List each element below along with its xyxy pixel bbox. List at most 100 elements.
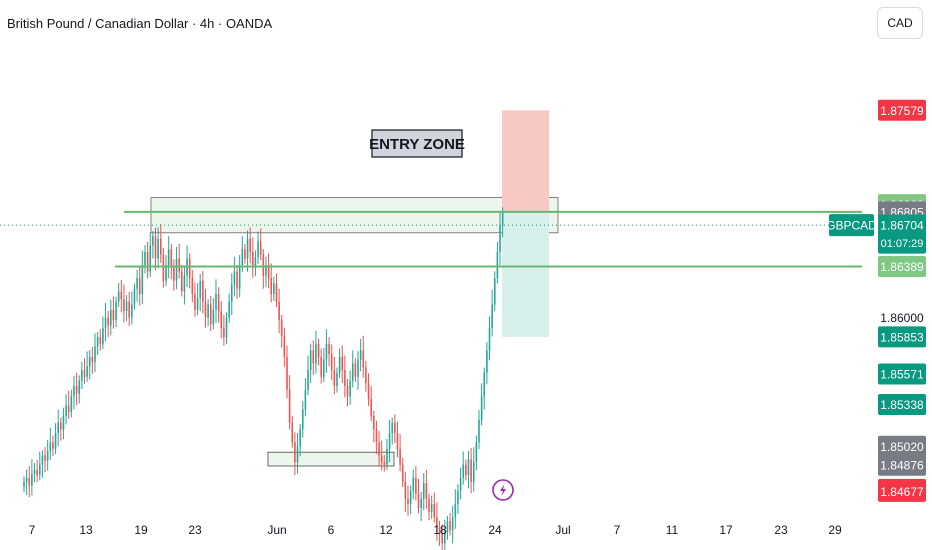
candle-body	[125, 301, 128, 312]
candle-body	[493, 278, 496, 305]
candle-body	[359, 350, 362, 360]
candle-body	[31, 473, 33, 486]
candle-body	[354, 363, 357, 377]
zones-layer	[150, 110, 559, 467]
candle-body	[407, 498, 409, 505]
candle-body	[54, 433, 57, 449]
candle-body	[81, 370, 83, 381]
time-tick-label: 7	[614, 523, 621, 537]
candle-body	[99, 337, 102, 344]
price-label: 1.84677	[880, 485, 924, 499]
candle-body	[88, 357, 91, 367]
candle-body	[451, 517, 454, 531]
candle-body	[60, 422, 62, 430]
time-tick-label: 11	[666, 523, 679, 537]
candle-body	[438, 527, 441, 535]
candle-body	[144, 251, 146, 266]
countdown-bg	[878, 214, 926, 254]
price-label-bg	[878, 363, 926, 385]
candle-body	[120, 291, 123, 300]
flash-glyph	[500, 484, 506, 496]
candle-body	[294, 442, 296, 463]
candle-body	[228, 301, 230, 318]
candle-body	[267, 265, 270, 279]
candle-body	[488, 328, 491, 351]
candle-body	[230, 284, 233, 302]
price-label: 1.86704	[880, 219, 924, 233]
candle-body	[175, 258, 178, 281]
candle-body	[102, 328, 104, 344]
candle-body	[128, 301, 130, 318]
candle-body	[131, 304, 133, 318]
candle-body	[241, 249, 244, 266]
candle-body	[475, 442, 478, 463]
time-tick-label: 13	[79, 523, 93, 537]
candle-body	[170, 249, 173, 268]
candle-body	[378, 442, 380, 456]
candle-body	[338, 357, 341, 373]
candle-body	[194, 293, 196, 310]
candle-body	[178, 258, 180, 272]
candle-body	[33, 469, 36, 474]
candle-body	[238, 265, 241, 289]
candle-body	[138, 278, 141, 294]
price-label: 1.86389	[880, 260, 924, 274]
entry-zone-label: ENTRY ZONE	[369, 136, 465, 153]
price-axis: 1.875791.868601.868051.8670401:07:29GBPC…	[826, 99, 926, 502]
candle-body	[207, 304, 209, 318]
candle-body	[275, 283, 278, 302]
candle-body	[325, 343, 328, 360]
candle-body	[86, 366, 88, 377]
time-tick-label: 17	[719, 523, 733, 537]
candle-body	[136, 278, 138, 289]
candle-body	[362, 350, 365, 368]
candle-body	[162, 254, 165, 281]
candle-body	[36, 469, 38, 476]
price-label-bg	[878, 454, 926, 476]
candle-body	[159, 238, 162, 255]
candles-layer	[23, 207, 504, 550]
time-tick-label: 6	[328, 523, 335, 537]
candle-body	[446, 521, 449, 533]
candle-body	[259, 241, 262, 255]
candle-body	[299, 429, 301, 447]
candle-body	[273, 283, 275, 294]
price-label: 1.85853	[880, 330, 924, 344]
candle-body	[417, 493, 420, 508]
candle-body	[317, 343, 320, 357]
candle-body	[25, 477, 28, 482]
candle-body	[370, 399, 372, 417]
candle-body	[346, 385, 349, 397]
candle-body	[304, 389, 307, 410]
candle-body	[112, 309, 115, 321]
candle-body	[478, 420, 480, 443]
candle-body	[133, 288, 136, 305]
candle-body	[173, 267, 175, 281]
candle-body	[491, 304, 493, 329]
time-tick-label: 7	[29, 523, 36, 537]
candle-body	[41, 455, 44, 465]
candle-body	[49, 442, 52, 452]
candle-body	[286, 357, 288, 390]
candle-body	[467, 459, 470, 476]
candle-body	[283, 335, 286, 357]
time-tick-label: 18	[433, 523, 447, 537]
time-tick-label: 12	[379, 523, 393, 537]
candle-body	[181, 271, 183, 292]
candle-body	[367, 383, 370, 400]
candle-body	[123, 299, 125, 312]
price-label-bg	[878, 435, 926, 457]
support-zone-box	[267, 451, 395, 467]
candle-body	[246, 238, 249, 259]
candle-body	[149, 245, 152, 272]
candle-body	[415, 477, 417, 494]
candle-body	[278, 301, 280, 321]
candle-body	[459, 477, 462, 491]
entry-zone-label-box	[371, 129, 463, 158]
currency-button[interactable]: CAD	[877, 7, 923, 39]
candle-body	[420, 498, 422, 508]
candle-body	[394, 422, 396, 434]
candle-body	[391, 422, 393, 434]
candle-body	[62, 416, 65, 430]
